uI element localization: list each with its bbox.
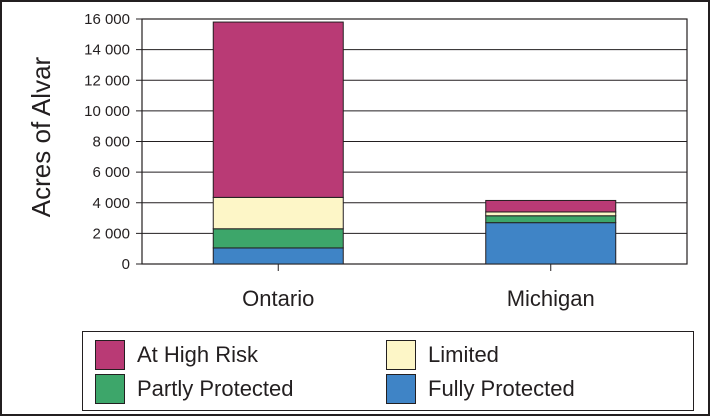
legend-swatch-fully-protected: [386, 374, 416, 404]
y-tick-label: 14 000: [84, 42, 130, 59]
bars: [212, 21, 617, 265]
bar-segment-ontario-at-high-risk: [212, 21, 344, 198]
legend-item-partly-protected: Partly Protected: [95, 374, 294, 404]
bar-segment-michigan-limited: [485, 211, 617, 217]
legend-swatch-limited: [386, 340, 416, 370]
legend-label-partly-protected: Partly Protected: [137, 376, 294, 401]
legend-label-high-risk: At High Risk: [137, 342, 259, 367]
legend-swatch-high-risk: [95, 340, 125, 370]
bar-segment-ontario-limited: [212, 196, 344, 230]
y-tick-label: 8 000: [92, 134, 130, 151]
y-tick-label: 4 000: [92, 195, 130, 212]
legend-item-high-risk: At High Risk: [95, 340, 258, 370]
x-tick-labels: Ontario Michigan: [242, 286, 595, 311]
bar-segment-michigan-fully-protected: [485, 222, 617, 265]
y-axis-title: Acres of Alvar: [26, 56, 56, 217]
y-tick-label: 16 000: [84, 11, 130, 28]
y-tick-labels: 0 2 000 4 000 6 000 8 000 10 000 12 000 14 000 1…: [84, 11, 130, 273]
y-tick-label: 10 000: [84, 103, 130, 120]
legend: At High Risk Limited Partly Protected Fu…: [82, 331, 694, 411]
y-tick-label: 12 000: [84, 72, 130, 89]
x-tick-label: Michigan: [507, 286, 595, 311]
axes: [136, 18, 552, 271]
legend-item-fully-protected: Fully Protected: [386, 374, 575, 404]
bar-segment-michigan-at-high-risk: [485, 199, 617, 213]
bar-segment-ontario-partly-protected: [212, 228, 344, 249]
legend-swatch-partly-protected: [95, 374, 125, 404]
y-tick-label: 0: [122, 256, 130, 273]
y-tick-label: 2 000: [92, 225, 130, 242]
x-tick-label: Ontario: [242, 286, 314, 311]
bar-segment-michigan-partly-protected: [485, 215, 617, 224]
legend-label-limited: Limited: [428, 342, 499, 367]
bar-segment-ontario-fully-protected: [212, 247, 344, 265]
y-tick-label: 6 000: [92, 164, 130, 181]
legend-label-fully-protected: Fully Protected: [428, 376, 575, 401]
legend-item-limited: Limited: [386, 340, 499, 370]
